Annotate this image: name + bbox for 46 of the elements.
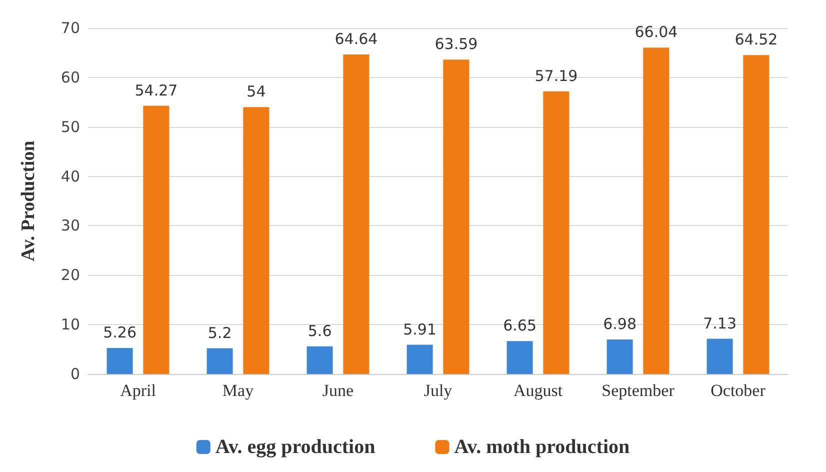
data-label: 64.52 [734,30,778,49]
bar [706,338,733,374]
x-tick-label: April [120,381,156,400]
x-tick-label: October [710,381,766,400]
data-label: 54.27 [134,81,178,100]
y-tick-label: 70 [60,19,80,37]
x-tick-label: July [424,381,453,400]
data-label: 5.6 [308,322,332,340]
data-label: 5.91 [403,320,437,338]
bar [343,54,370,374]
y-tick-label: 50 [60,118,80,136]
bar [543,91,570,374]
bar [106,348,133,374]
bar [143,106,170,374]
bar [643,48,670,374]
data-label: 66.04 [634,23,678,42]
bar [206,348,233,374]
y-tick-label: 20 [60,266,80,284]
y-tick-label: 0 [70,365,80,383]
x-tick-label: June [322,381,354,400]
x-tick-label: August [513,381,563,400]
bar [243,107,270,374]
legend-label: Av. moth production [454,436,630,458]
y-tick-label: 10 [60,316,80,334]
y-tick-label: 60 [60,68,80,86]
data-label: 57.19 [534,66,578,85]
data-label: 5.2 [208,324,232,342]
data-label: 6.65 [503,316,537,335]
x-tick-label: May [222,381,254,400]
data-label: 5.26 [103,324,137,342]
bar [443,60,470,374]
data-label: 7.13 [703,314,737,332]
bar [606,340,633,374]
y-axis-title: Av. Production [18,140,39,262]
bar [306,346,333,374]
bar [406,344,433,374]
data-label: 63.59 [434,35,478,54]
y-tick-label: 30 [60,216,80,235]
data-label: 6.98 [603,315,637,333]
y-tick-label: 40 [60,167,80,186]
data-label: 64.64 [334,30,378,48]
data-label: 54 [246,82,266,101]
legend-label: Av. egg production [215,436,376,458]
x-tick-label: September [602,381,675,400]
bar [743,55,770,374]
bar [506,341,533,374]
